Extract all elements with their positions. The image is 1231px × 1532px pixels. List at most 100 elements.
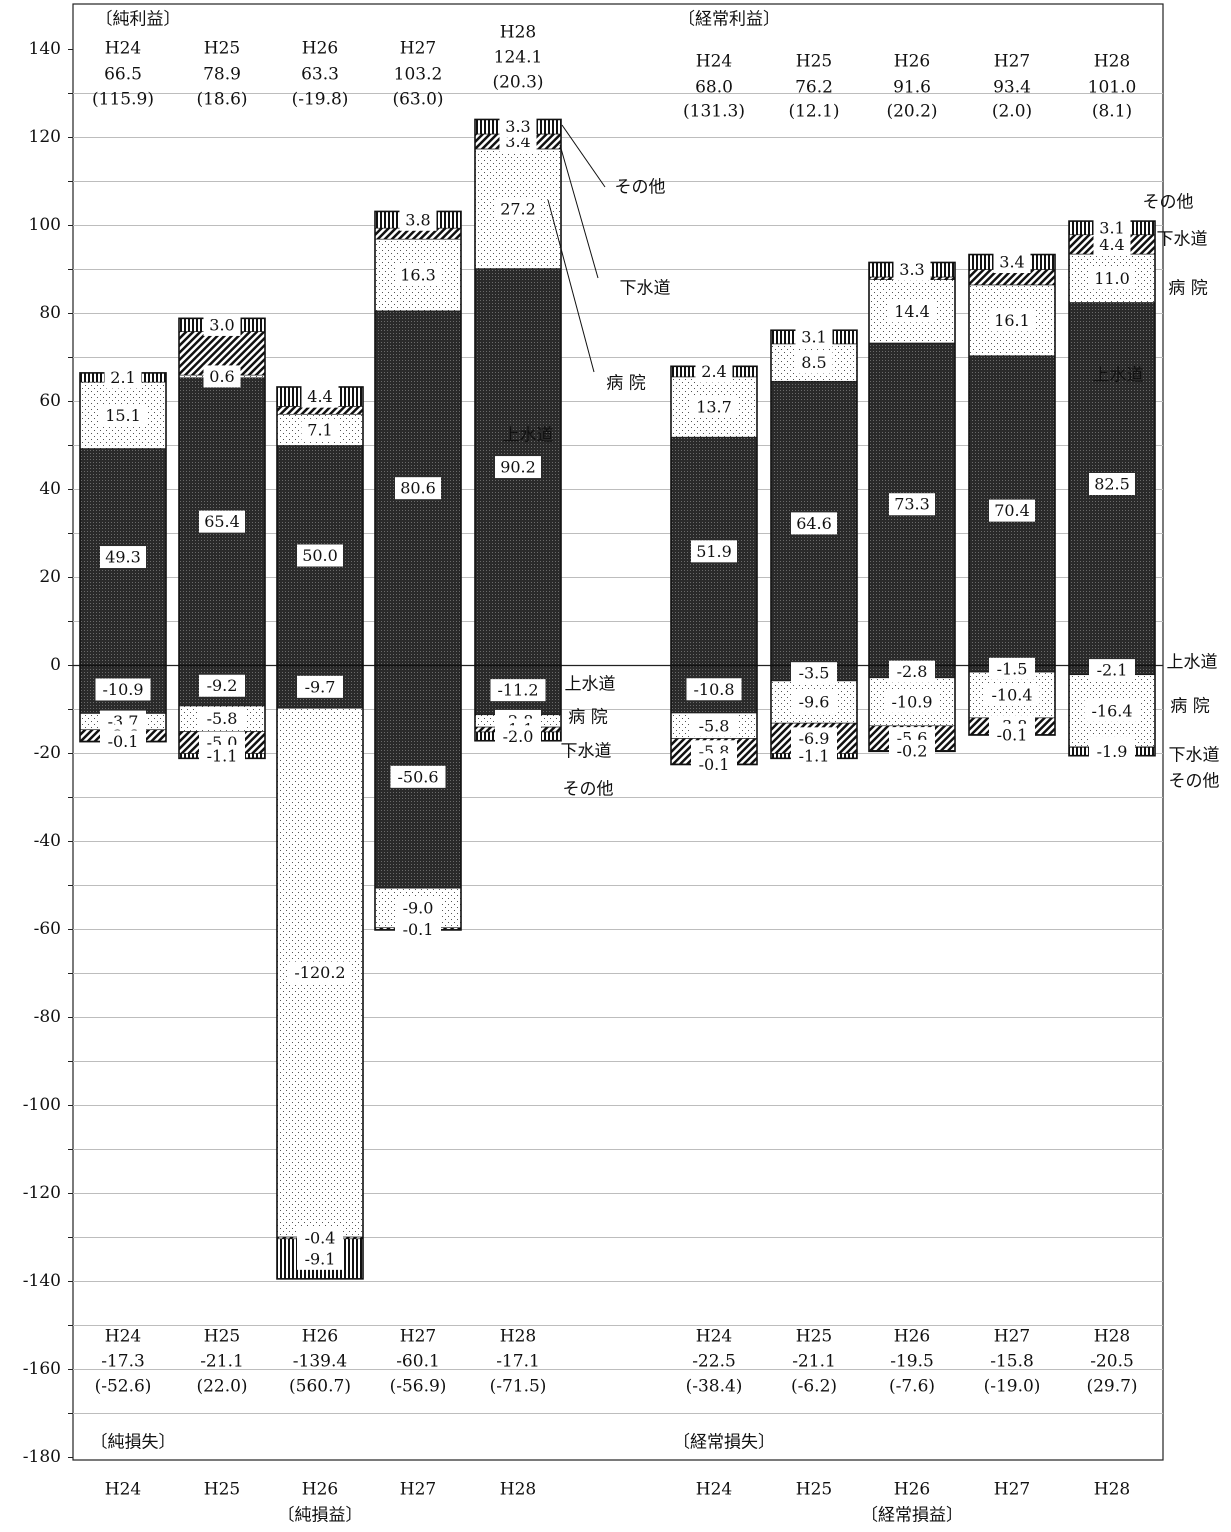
panel-loss-heading: 〔純損失〕	[91, 1433, 176, 1453]
data-label-bg	[199, 510, 245, 533]
data-label-bg	[100, 404, 146, 427]
data-label: -9.0	[403, 898, 434, 917]
data-label: -0.2	[897, 741, 928, 760]
loss-change: (-19.0)	[984, 1377, 1041, 1397]
data-label-bg	[791, 691, 837, 714]
profit-total: 66.5	[104, 65, 142, 85]
data-label-bg	[203, 365, 241, 388]
data-label: -9.1	[305, 1249, 336, 1268]
data-label-bg	[495, 197, 541, 220]
loss-change: (29.7)	[1086, 1377, 1137, 1397]
data-label: -10.9	[891, 692, 932, 711]
loss-total: -22.5	[692, 1352, 736, 1372]
data-label: -10.4	[991, 685, 1032, 704]
data-label: 4.4	[307, 387, 332, 406]
loss-total: -15.8	[990, 1352, 1034, 1372]
data-label-bg	[795, 351, 833, 374]
profit-change: (115.9)	[92, 90, 154, 110]
data-label-bg	[1089, 659, 1135, 682]
y-tick-label: -120	[23, 1183, 61, 1203]
data-label-bg	[1089, 267, 1135, 290]
data-label-bg	[889, 300, 935, 323]
data-label-bg	[297, 544, 343, 567]
data-label: 73.3	[894, 495, 930, 514]
data-label-bg	[893, 258, 931, 281]
profit-change: (18.6)	[196, 90, 247, 110]
data-label-bg	[399, 208, 437, 231]
data-label-bg	[199, 674, 245, 697]
x-tick-label: H27	[400, 1480, 436, 1500]
loss-change: (22.0)	[196, 1377, 247, 1397]
data-label: 3.8	[405, 210, 430, 229]
data-label: 3.1	[801, 328, 826, 347]
data-label-bg	[984, 683, 1040, 706]
data-label: 27.2	[500, 199, 536, 218]
data-label: 70.4	[994, 501, 1030, 520]
profit-total: 78.9	[203, 65, 241, 85]
data-label-bg	[301, 385, 339, 408]
loss-total: -19.5	[890, 1352, 934, 1372]
y-tick-label: -180	[23, 1447, 61, 1467]
loss-year-label: H28	[500, 1327, 536, 1347]
panel-profit-heading: 〔純利益〕	[96, 10, 181, 30]
loss-total: -20.5	[1090, 1352, 1134, 1372]
loss-change: (-7.6)	[889, 1377, 935, 1397]
data-label-bg	[395, 896, 441, 919]
profit-total: 103.2	[394, 65, 443, 85]
data-label-bg	[1084, 699, 1140, 722]
callout-hospital-net-loss: 病 院	[568, 708, 607, 728]
data-label-bg	[691, 540, 737, 563]
data-label-bg	[791, 744, 837, 767]
x-tick-label: H28	[500, 1480, 536, 1500]
profit-change: (8.1)	[1092, 102, 1132, 122]
y-tick-label: -40	[34, 831, 61, 851]
profit-year-label: H27	[400, 39, 436, 59]
y-tick-label: -160	[23, 1359, 61, 1379]
profit-total: 93.4	[993, 78, 1031, 98]
profit-change: (2.0)	[992, 102, 1032, 122]
data-label: -120.2	[294, 963, 345, 982]
y-tick-label: 20	[39, 567, 61, 587]
x-tick-label: H25	[796, 1480, 832, 1500]
data-label-bg	[297, 675, 343, 698]
data-label-bg	[889, 739, 935, 762]
data-label-bg	[686, 678, 742, 701]
data-label: -5.8	[699, 716, 730, 735]
data-label-bg	[499, 115, 537, 138]
data-label: -50.6	[397, 767, 438, 786]
callout-hospital-ord-loss: 病 院	[1170, 697, 1209, 717]
profit-year-label: H28	[1094, 52, 1130, 72]
profit-year-label: H24	[105, 39, 141, 59]
loss-total: -21.1	[200, 1352, 244, 1372]
data-label: -3.5	[799, 664, 830, 683]
data-label: -0.1	[699, 755, 730, 774]
data-label-bg	[1089, 473, 1135, 495]
data-label: 11.0	[1094, 269, 1130, 288]
profit-total: 68.0	[695, 78, 733, 98]
data-label: 4.4	[1099, 235, 1124, 254]
profit-year-label: H27	[994, 52, 1030, 72]
data-label: -1.1	[799, 746, 830, 765]
loss-year-label: H27	[400, 1327, 436, 1347]
loss-year-label: H24	[696, 1327, 732, 1347]
loss-year-label: H27	[994, 1327, 1030, 1347]
data-label-bg	[989, 309, 1035, 332]
profit-year-label: H24	[696, 52, 732, 72]
data-label: -2.0	[503, 727, 534, 746]
callout-sewer-ord: 下水道	[1157, 230, 1208, 250]
data-label: -9.6	[799, 693, 830, 712]
data-label-bg	[104, 366, 142, 389]
data-label-bg	[791, 512, 837, 535]
callout-sewer-net: 下水道	[620, 279, 671, 299]
data-label-bg	[297, 1226, 343, 1249]
profit-total: 124.1	[494, 48, 543, 68]
data-label-bg	[495, 725, 541, 748]
loss-change: (-52.6)	[95, 1377, 152, 1397]
y-tick-label: -60	[34, 919, 61, 939]
y-tick-label: 120	[29, 127, 61, 147]
leader-hospital	[547, 199, 595, 373]
loss-year-label: H24	[105, 1327, 141, 1347]
data-label: 80.6	[400, 479, 436, 498]
data-label: -0.4	[305, 1228, 336, 1247]
data-label-bg	[889, 493, 935, 516]
